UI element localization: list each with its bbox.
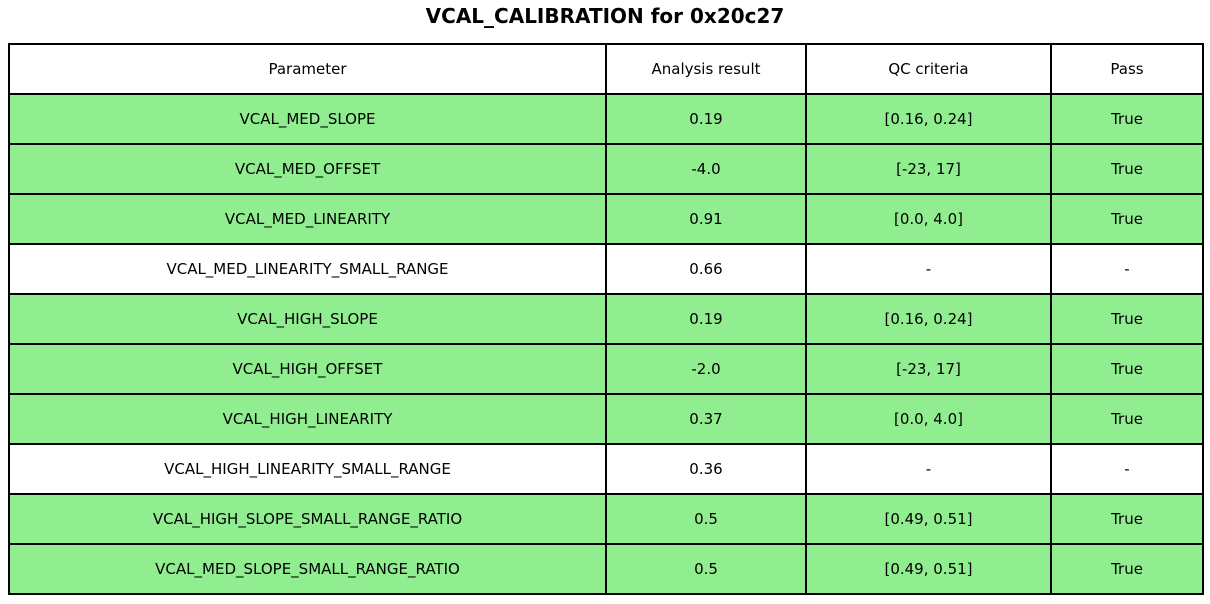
cell-qc-criteria: - (805, 243, 1052, 295)
table-row: VCAL_HIGH_SLOPE 0.19 [0.16, 0.24] True (8, 293, 1204, 345)
page-title: VCAL_CALIBRATION for 0x20c27 (425, 4, 785, 28)
table-row: VCAL_HIGH_OFFSET -2.0 [-23, 17] True (8, 343, 1204, 395)
cell-pass: - (1050, 443, 1204, 495)
qc-results-table: Parameter Analysis result QC criteria Pa… (8, 43, 1204, 595)
cell-parameter: VCAL_MED_SLOPE (8, 93, 607, 145)
cell-analysis-result: 0.36 (605, 443, 807, 495)
table-body: VCAL_MED_SLOPE 0.19 [0.16, 0.24] True VCAL_M… (8, 93, 1204, 595)
table-row: VCAL_MED_LINEARITY_SMALL_RANGE 0.66- - (8, 243, 1204, 295)
cell-parameter: VCAL_MED_OFFSET (8, 143, 607, 195)
cell-analysis-result: 0.66 (605, 243, 807, 295)
cell-pass: True (1050, 143, 1204, 195)
column-header-qc-criteria: QC criteria (805, 43, 1052, 95)
cell-pass: True (1050, 193, 1204, 245)
cell-parameter: VCAL_HIGH_LINEARITY_SMALL_RANGE (8, 443, 607, 495)
cell-analysis-result: 0.19 (605, 93, 807, 145)
cell-qc-criteria: [0.49, 0.51] (805, 493, 1052, 545)
cell-qc-criteria: [0.16, 0.24] (805, 93, 1052, 145)
cell-pass: True (1050, 343, 1204, 395)
cell-pass: True (1050, 493, 1204, 545)
cell-parameter: VCAL_HIGH_OFFSET (8, 343, 607, 395)
cell-analysis-result: 0.91 (605, 193, 807, 245)
cell-pass: True (1050, 93, 1204, 145)
column-header-analysis-result: Analysis result (605, 43, 807, 95)
table-row: VCAL_MED_SLOPE 0.19 [0.16, 0.24] True (8, 93, 1204, 145)
cell-parameter: VCAL_HIGH_LINEARITY (8, 393, 607, 445)
table-header-row: Parameter Analysis result QC criteria Pa… (8, 43, 1204, 95)
cell-parameter: VCAL_MED_LINEARITY (8, 193, 607, 245)
cell-pass: True (1050, 543, 1204, 595)
cell-qc-criteria: [0.0, 4.0] (805, 193, 1052, 245)
cell-analysis-result: -2.0 (605, 343, 807, 395)
table-row: VCAL_MED_OFFSET -4.0 [-23, 17] True (8, 143, 1204, 195)
column-header-parameter: Parameter (8, 43, 607, 95)
cell-pass: - (1050, 243, 1204, 295)
cell-qc-criteria: [-23, 17] (805, 143, 1052, 195)
cell-pass: True (1050, 293, 1204, 345)
table-row: VCAL_MED_SLOPE_SMALL_RANGE_RATIO 0.5 [0.49… (8, 543, 1204, 595)
cell-parameter: VCAL_HIGH_SLOPE_SMALL_RANGE_RATIO (8, 493, 607, 545)
cell-qc-criteria: [0.16, 0.24] (805, 293, 1052, 345)
table-row: VCAL_HIGH_LINEARITY_SMALL_RANGE 0.36- - (8, 443, 1204, 495)
cell-analysis-result: 0.5 (605, 543, 807, 595)
cell-parameter: VCAL_HIGH_SLOPE (8, 293, 607, 345)
cell-parameter: VCAL_MED_SLOPE_SMALL_RANGE_RATIO (8, 543, 607, 595)
cell-analysis-result: 0.5 (605, 493, 807, 545)
table-row: VCAL_MED_LINEARITY 0.91 [0.0, 4.0] True (8, 193, 1204, 245)
column-header-pass: Pass (1050, 43, 1204, 95)
cell-qc-criteria: [-23, 17] (805, 343, 1052, 395)
cell-analysis-result: -4.0 (605, 143, 807, 195)
cell-analysis-result: 0.19 (605, 293, 807, 345)
cell-qc-criteria: [0.0, 4.0] (805, 393, 1052, 445)
cell-qc-criteria: - (805, 443, 1052, 495)
table-row: VCAL_HIGH_SLOPE_SMALL_RANGE_RATIO 0.5 [0.4… (8, 493, 1204, 545)
table-row: VCAL_HIGH_LINEARITY 0.37 [0.0, 4.0] True (8, 393, 1204, 445)
cell-analysis-result: 0.37 (605, 393, 807, 445)
cell-parameter: VCAL_MED_LINEARITY_SMALL_RANGE (8, 243, 607, 295)
cell-qc-criteria: [0.49, 0.51] (805, 543, 1052, 595)
cell-pass: True (1050, 393, 1204, 445)
